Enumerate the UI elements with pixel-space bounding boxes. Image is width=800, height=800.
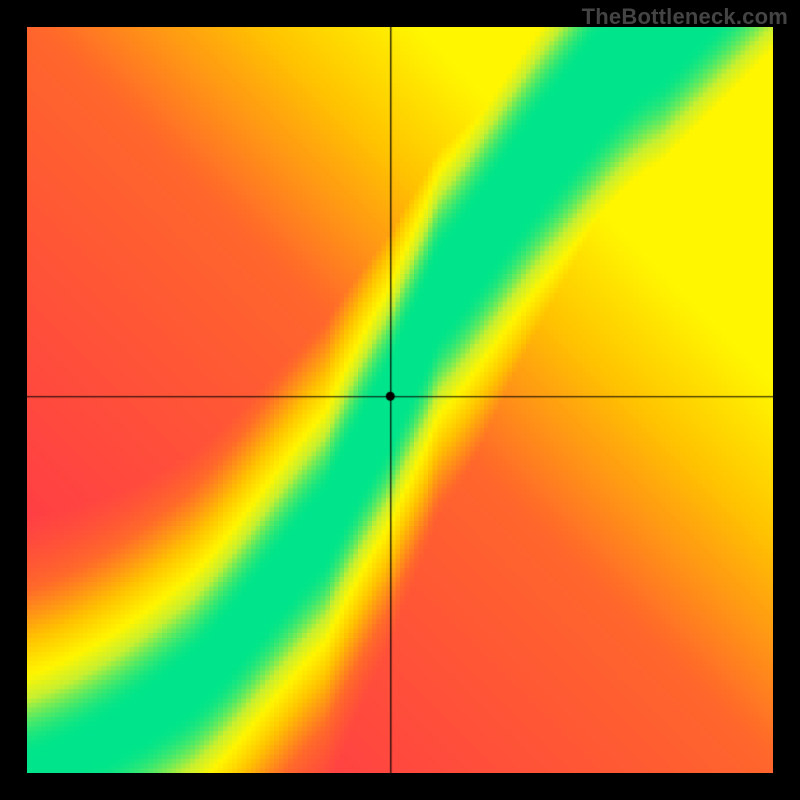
chart-frame: TheBottleneck.com <box>0 0 800 800</box>
watermark-text: TheBottleneck.com <box>582 4 788 30</box>
crosshair-overlay <box>27 27 773 773</box>
